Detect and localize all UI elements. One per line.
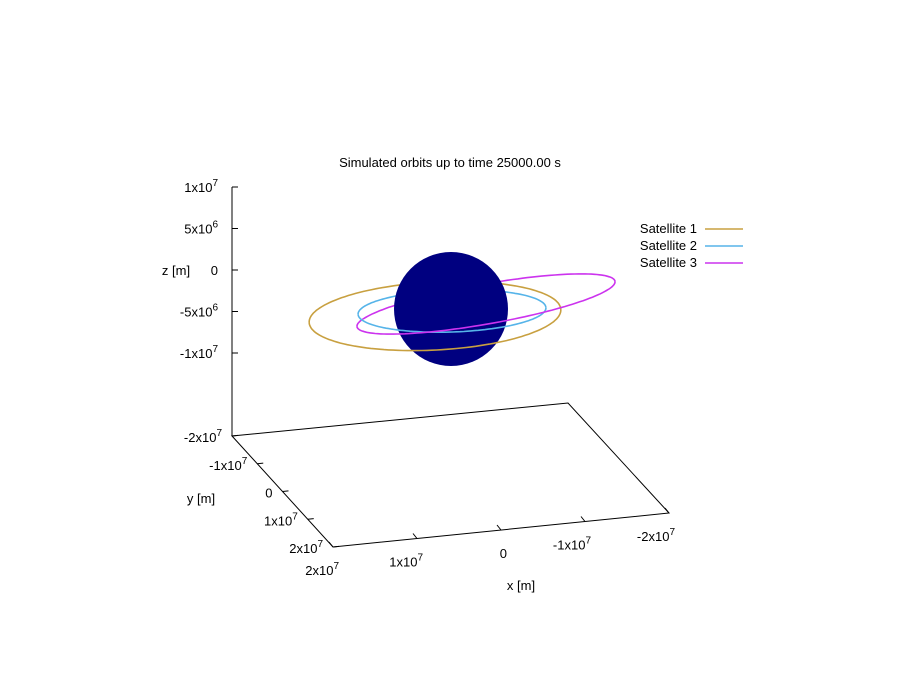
x-tick-label: 2x107 (305, 561, 339, 578)
y-tick-mark (257, 462, 264, 465)
x-tick-label: -2x107 (637, 527, 676, 544)
z-axis-label: z [m] (162, 263, 190, 278)
y-tick-label: 1x107 (264, 511, 298, 528)
z-tick-label: -5x106 (180, 303, 219, 320)
chart-title: Simulated orbits up to time 25000.00 s (339, 155, 561, 170)
x-tick-label: 0 (500, 546, 507, 561)
central-body (394, 252, 508, 366)
x-axis-label: x [m] (507, 578, 535, 593)
y-axis-ticks: -2x107 -1x107 0 1x107 2x107 (184, 428, 340, 556)
x-tick-mark (412, 533, 418, 539)
z-axis-ticks: 1x107 5x106 0 -5x106 -1x107 (180, 178, 238, 361)
x-tick-mark (664, 507, 670, 514)
x-tick-mark (328, 541, 334, 548)
legend: Satellite 1 Satellite 2 Satellite 3 (640, 221, 743, 270)
y-tick-mark (332, 545, 340, 548)
orbit-satellite-1-front (308, 309, 562, 352)
x-axis-ticks: 2x107 1x107 0 -1x107 -2x107 (305, 507, 676, 578)
z-tick-label: -1x107 (180, 344, 219, 361)
y-tick-label: 2x107 (289, 539, 323, 556)
x-tick-label: -1x107 (553, 536, 592, 553)
y-axis-label: y [m] (187, 491, 215, 506)
y-tick-mark (282, 490, 289, 492)
legend-label-satellite-1: Satellite 1 (640, 221, 697, 236)
legend-label-satellite-3: Satellite 3 (640, 255, 697, 270)
z-tick-label: 0 (211, 263, 218, 278)
y-tick-label: 0 (265, 486, 272, 501)
y-tick-label: -1x107 (209, 456, 248, 473)
x-tick-mark (496, 524, 502, 531)
x-tick-label: 1x107 (389, 553, 423, 570)
legend-label-satellite-2: Satellite 2 (640, 238, 697, 253)
orbit-satellite-2-front (357, 307, 547, 333)
orbits-front (308, 281, 616, 352)
y-tick-mark (307, 518, 314, 520)
y-tick-label: -2x107 (184, 428, 223, 445)
z-tick-label: 1x107 (184, 178, 218, 195)
z-tick-label: 5x106 (184, 220, 218, 237)
base-plane-outline (230, 402, 671, 548)
orbit-satellite-3-front (356, 281, 616, 335)
y-tick-mark (231, 434, 239, 437)
x-tick-mark (580, 516, 586, 522)
